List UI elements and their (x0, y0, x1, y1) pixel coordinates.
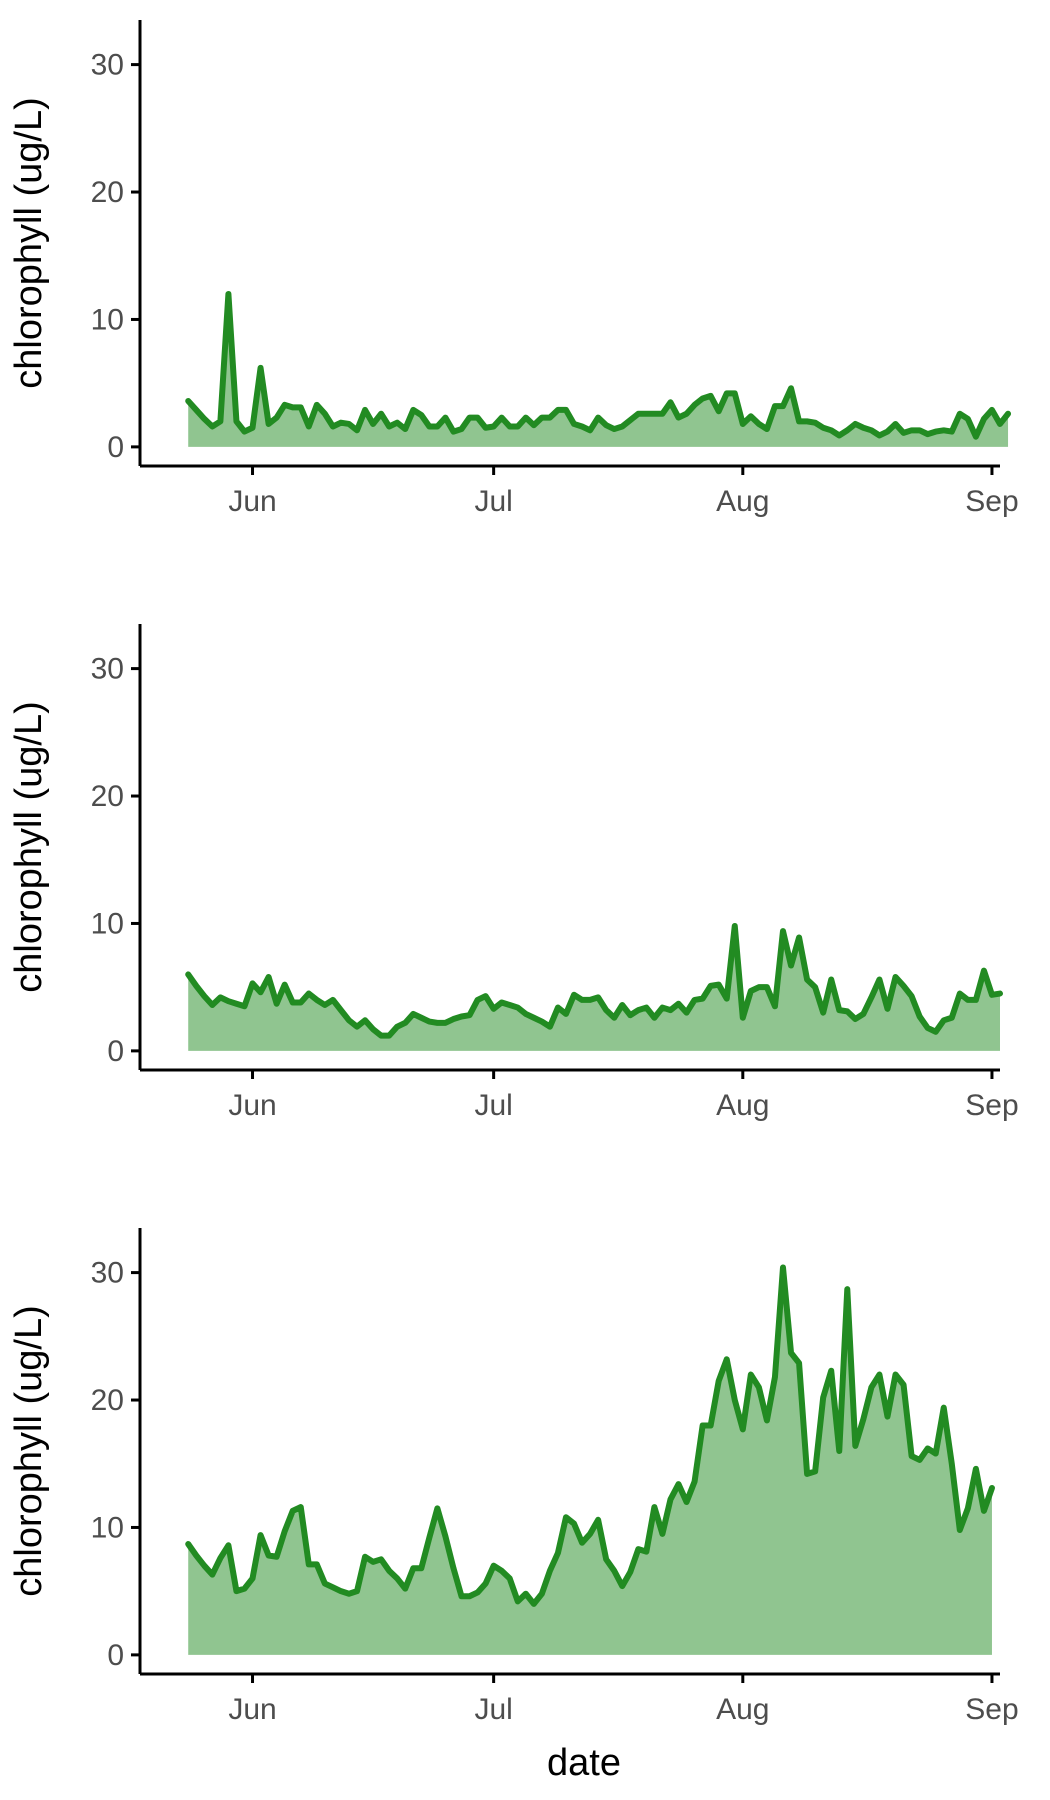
y-tick-label: 0 (107, 431, 124, 464)
area-fill (188, 1267, 992, 1655)
x-tick-label: Aug (716, 1089, 769, 1122)
x-tick-label: Jul (474, 1693, 512, 1726)
y-tick-label: 20 (91, 1384, 124, 1417)
area-fill (188, 926, 1001, 1051)
y-tick-label: 10 (91, 1511, 124, 1544)
y-tick-label: 0 (107, 1639, 124, 1672)
x-tick-label: Jun (228, 1089, 276, 1122)
chart-panel-3: 0 10 20 30 Jun Jul Aug Sep chlorophyll (ug/L) (8, 1228, 1019, 1726)
y-tick-label: 10 (91, 303, 124, 336)
x-tick-label: Aug (716, 1693, 769, 1726)
chart-panel-1: 0 10 20 30 Jun Jul Aug Sep chlorophyll (ug/L) (8, 20, 1019, 518)
x-tick-label: Sep (965, 1693, 1018, 1726)
x-tick-label: Jun (228, 485, 276, 518)
y-tick-label: 30 (91, 653, 124, 686)
x-tick-label: Aug (716, 485, 769, 518)
y-axis-title: chlorophyll (ug/L) (8, 97, 50, 388)
series-line (185, 290, 1012, 440)
x-tick-label: Jul (474, 485, 512, 518)
x-tick-label: Jun (228, 1693, 276, 1726)
y-tick-label: 20 (91, 176, 124, 209)
y-tick-label: 0 (107, 1035, 124, 1068)
x-tick-label: Sep (965, 485, 1018, 518)
x-axis-title: date (547, 1742, 621, 1784)
y-tick-label: 20 (91, 780, 124, 813)
y-axis-title: chlorophyll (ug/L) (8, 701, 50, 992)
y-tick-label: 30 (91, 49, 124, 82)
x-tick-label: Sep (965, 1089, 1018, 1122)
y-axis-title: chlorophyll (ug/L) (8, 1305, 50, 1596)
series-line (185, 1264, 995, 1607)
x-tick-label: Jul (474, 1089, 512, 1122)
y-tick-label: 10 (91, 907, 124, 940)
area-fill (188, 293, 1009, 447)
y-tick-label: 30 (91, 1257, 124, 1290)
series-line (185, 923, 1003, 1039)
chart-panel-2: 0 10 20 30 Jun Jul Aug Sep chlorophyll (ug/L) (8, 624, 1019, 1122)
